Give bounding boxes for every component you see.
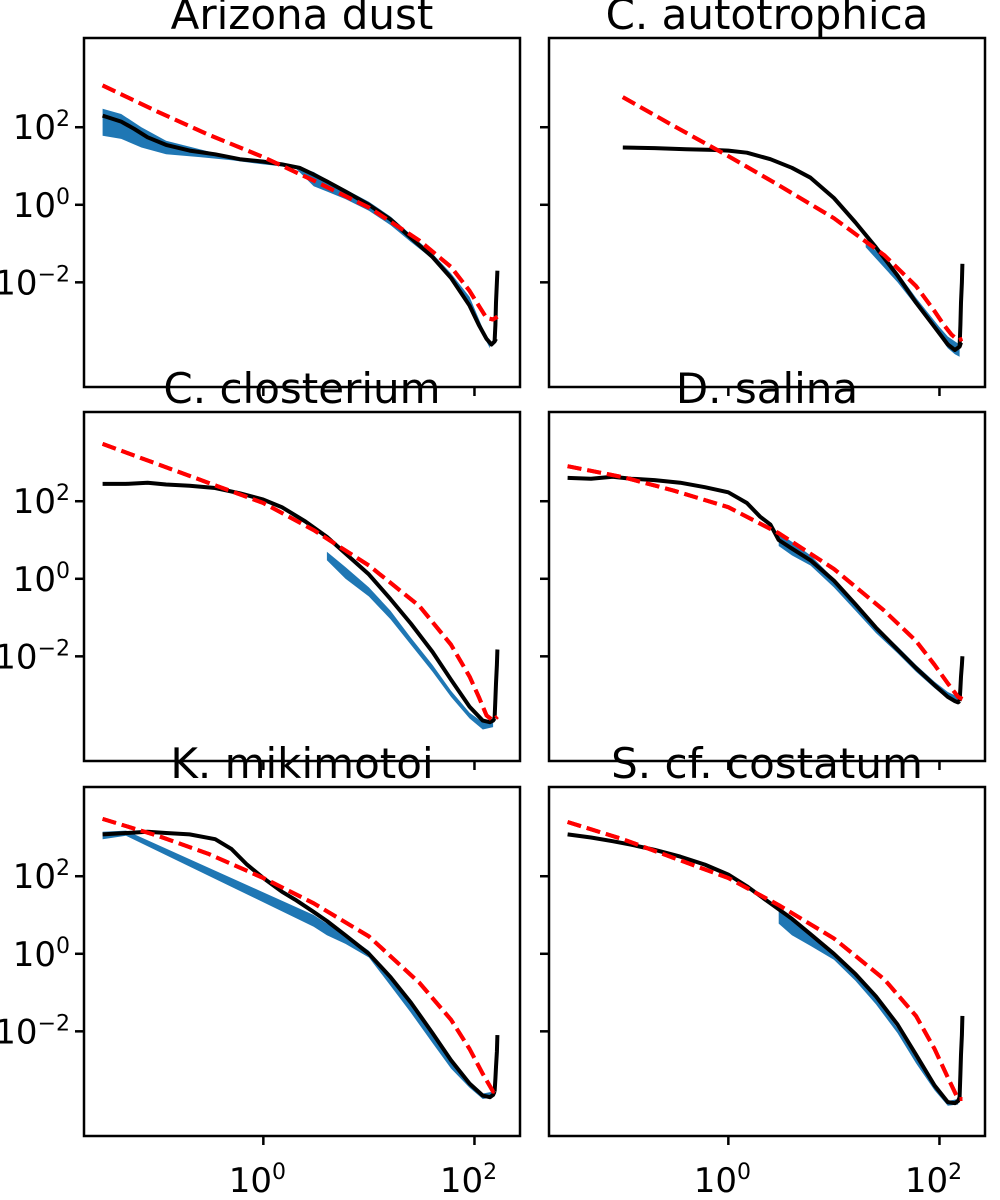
- measured-line: [102, 480, 497, 725]
- uncertainty-band: [326, 551, 494, 730]
- measured-line-tail: [957, 1015, 965, 1098]
- axes-frame: [82, 36, 522, 389]
- panel-title: C. autotrophica: [606, 0, 929, 39]
- plot-area: [101, 83, 500, 349]
- fit-line: [567, 820, 963, 1101]
- measured-line-tail: [957, 656, 965, 702]
- panel-title: D. salina: [676, 364, 858, 413]
- fit-line-overlay: [567, 820, 963, 1101]
- x-tick-label: 100: [229, 1160, 286, 1200]
- measured-line-tail: [492, 1035, 500, 1092]
- measured-line-tail: [492, 270, 500, 342]
- y-tick-label: 100: [13, 559, 70, 600]
- fit-line-overlay: [101, 83, 499, 322]
- panel-title: C. closterium: [163, 364, 440, 413]
- fit-line: [567, 464, 964, 701]
- measured-line: [101, 113, 498, 347]
- panel-title: S. cf. costatum: [611, 739, 923, 788]
- axes-frame: [82, 410, 522, 763]
- y-tick-label: 10−2: [0, 636, 70, 677]
- fit-line-overlay: [621, 95, 964, 343]
- y-tick-label: 100: [13, 934, 70, 975]
- fit-line-overlay: [567, 464, 964, 701]
- chart-panel-6: 100 102 S. cf. costatum: [540, 739, 987, 1200]
- chart-panel-4: D. salina: [540, 364, 987, 770]
- x-tick-label: 102: [440, 1160, 497, 1200]
- x-tick-label: 100: [694, 1160, 751, 1200]
- plot-area: [567, 464, 965, 705]
- fit-line: [101, 83, 499, 322]
- measured-line: [567, 474, 961, 705]
- plot-area: [567, 820, 965, 1106]
- panel-title: Arizona dust: [171, 0, 434, 39]
- plot-area: [102, 816, 500, 1100]
- y-tick-label: 100: [13, 185, 70, 226]
- measured-line: [622, 145, 963, 352]
- axes-frame: [547, 36, 987, 389]
- y-tick-label: 102: [13, 481, 70, 522]
- uncertainty-band: [102, 830, 494, 1099]
- uncertainty-band: [778, 909, 959, 1106]
- measured-line: [102, 829, 497, 1100]
- measured-line: [567, 832, 962, 1106]
- axes-frame: [82, 785, 522, 1138]
- y-tick-label: 10−2: [0, 262, 70, 303]
- chart-panel-2: C. autotrophica: [540, 0, 987, 396]
- axes-frame: [547, 410, 987, 763]
- chart-panel-5: 10−2 100 102 100 102 K. mikimotoi: [0, 739, 522, 1200]
- y-tick-label: 102: [13, 856, 70, 897]
- fit-line-overlay: [102, 816, 498, 1094]
- plot-area: [101, 442, 500, 730]
- chart-panel-3: 10−2 100 102 C. closterium: [0, 364, 522, 770]
- measured-line-tail: [957, 263, 965, 347]
- panel-title: K. mikimotoi: [170, 739, 433, 788]
- x-tick-label: 102: [905, 1160, 962, 1200]
- fit-line: [621, 95, 964, 343]
- chart-panel-1: 10−2 100 102 Arizona dust: [0, 0, 522, 396]
- y-tick-label: 102: [13, 107, 70, 148]
- axes-frame: [547, 785, 987, 1138]
- y-tick-label: 10−2: [0, 1011, 70, 1052]
- plot-area: [621, 95, 965, 357]
- fit-line-overlay: [101, 442, 499, 723]
- measured-line-tail: [492, 649, 500, 719]
